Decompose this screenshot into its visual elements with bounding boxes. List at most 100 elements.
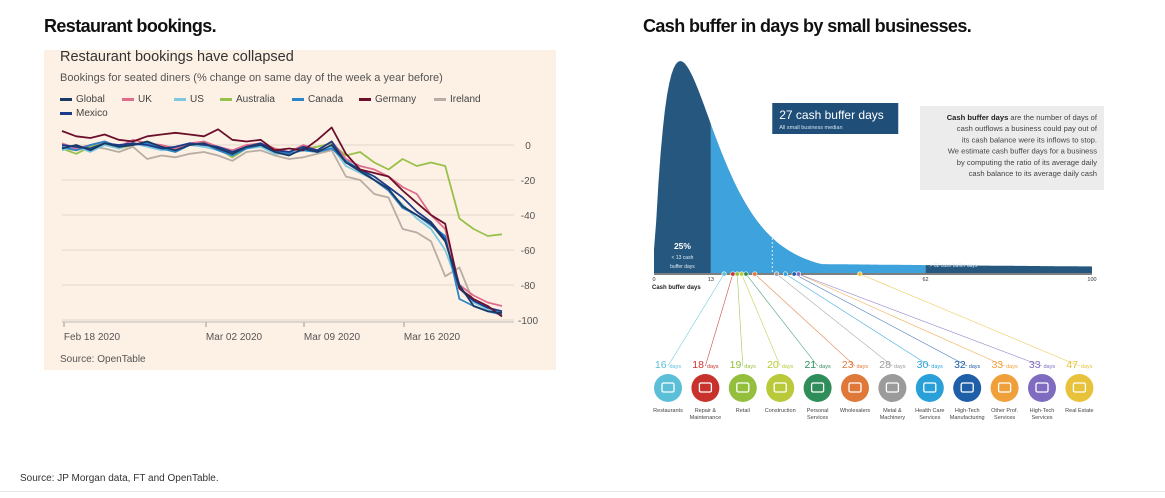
median-callout bbox=[772, 103, 899, 134]
industry-name-real-estate: Real Estate bbox=[1065, 408, 1093, 414]
area-top-quartile bbox=[925, 265, 1092, 273]
legend-swatch bbox=[174, 97, 186, 101]
industry-name-high-tech-manufacturing: High-Tech bbox=[955, 408, 980, 414]
legend-swatch bbox=[434, 97, 446, 101]
days-label-other-prof-services: 33 days bbox=[991, 359, 1017, 371]
x-tick-label: 62 bbox=[922, 277, 928, 283]
area-bottom-quartile bbox=[654, 61, 711, 273]
legend-label: Mexico bbox=[76, 108, 108, 119]
legend-swatch bbox=[60, 97, 72, 101]
y-tick-label: -60 bbox=[521, 246, 536, 257]
median-sub: All small business median bbox=[779, 125, 842, 131]
connector-metal-machinery bbox=[776, 273, 893, 367]
legend-item-canada: Canada bbox=[292, 94, 343, 105]
series-line-australia bbox=[61, 140, 503, 237]
days-label-metal-machinery: 28 days bbox=[879, 359, 905, 371]
footer-divider bbox=[0, 491, 1165, 492]
x-tick-label: Mar 02 2020 bbox=[206, 332, 263, 343]
days-label-high-tech-manufacturing: 32 days bbox=[954, 359, 980, 371]
marker-retail bbox=[734, 271, 740, 277]
right-quartile-pct: 25% bbox=[930, 250, 947, 260]
connector-other-prof-services bbox=[798, 273, 1005, 367]
industry-name-metal-machinery: Metal & bbox=[883, 408, 902, 414]
industry-name-line2: Manufacturing bbox=[950, 415, 985, 421]
marker-restaurants bbox=[721, 271, 727, 277]
icon-metal-machinery bbox=[878, 374, 907, 402]
icon-wholesalers bbox=[841, 374, 869, 402]
x-tick-label: Mar 16 2020 bbox=[404, 332, 461, 343]
legend-item-us: US bbox=[174, 94, 204, 105]
right-quartile-note: > 62 cash buffer days bbox=[930, 263, 978, 269]
right-heading: Cash buffer in days by small businesses. bbox=[643, 16, 972, 36]
icon-restaurants bbox=[654, 374, 682, 402]
y-tick-label: -20 bbox=[521, 176, 536, 187]
legend-item-germany: Germany bbox=[359, 94, 416, 105]
connector-high-tech-services bbox=[798, 273, 1043, 367]
legend-swatch bbox=[292, 97, 304, 101]
days-label-high-tech-services: 33 days bbox=[1029, 359, 1055, 371]
industry-name-repair-maintenance: Repair & bbox=[695, 408, 717, 414]
icon-glyph bbox=[810, 382, 825, 393]
x-tick-label: Mar 09 2020 bbox=[304, 332, 361, 343]
marker-high-tech-manufacturing bbox=[791, 271, 797, 277]
icon-glyph bbox=[997, 382, 1012, 393]
legend-label: Ireland bbox=[450, 94, 481, 105]
area-middle bbox=[710, 124, 926, 273]
legend-label: Global bbox=[76, 94, 105, 105]
icon-high-tech-services bbox=[1028, 374, 1056, 402]
restaurant-bookings-chart: Restaurant bookings have collapsed Booki… bbox=[44, 49, 556, 370]
icon-other-prof-services bbox=[990, 374, 1019, 402]
legend-swatch bbox=[359, 97, 371, 101]
x-tick-label: 13 bbox=[708, 277, 714, 283]
industry-name-personal-services: Personal bbox=[807, 408, 829, 414]
icon-glyph bbox=[661, 382, 675, 393]
description-line: Cash buffer days are the number of days … bbox=[947, 113, 1098, 122]
connector-real-estate bbox=[859, 273, 1080, 367]
icon-glyph bbox=[848, 382, 862, 393]
legend-item-ireland: Ireland bbox=[434, 94, 481, 105]
marker-health-care-services bbox=[782, 271, 788, 277]
marker-high-tech-services bbox=[796, 271, 802, 277]
description-line: cash outflows a business could pay out o… bbox=[957, 124, 1098, 133]
icon-glyph bbox=[736, 382, 750, 393]
industry-name-high-tech-services: High-Tech bbox=[1030, 408, 1055, 414]
days-label-retail: 19 days bbox=[730, 359, 756, 371]
legend-label: US bbox=[190, 94, 204, 105]
connector-high-tech-manufacturing bbox=[794, 273, 968, 367]
days-label-construction: 20 days bbox=[767, 359, 793, 371]
icon-glyph bbox=[1072, 382, 1087, 393]
industry-name-other-prof-services: Other Prof. bbox=[991, 408, 1018, 414]
line-plot: 0 -20 -40 -60 -80 -100 Feb 18 2020 Mar 02 2020 M… bbox=[61, 126, 538, 343]
legend-item-mexico: Mexico bbox=[60, 108, 108, 119]
marker-wholesalers bbox=[752, 271, 758, 277]
icon-glyph bbox=[773, 382, 787, 393]
icon-health-care-services bbox=[915, 374, 944, 402]
connector-personal-services bbox=[745, 273, 818, 367]
icon-real-estate bbox=[1065, 374, 1094, 402]
icon-repair-maintenance bbox=[691, 374, 720, 402]
chart-source: Source: OpenTable bbox=[60, 354, 146, 365]
icon-glyph bbox=[1035, 382, 1049, 393]
industry-name-line2: Machinery bbox=[880, 415, 906, 421]
icon-personal-services bbox=[803, 374, 832, 402]
y-tick-label: -80 bbox=[521, 281, 536, 292]
marker-real-estate bbox=[857, 271, 863, 277]
industry-name-line2: Services bbox=[807, 415, 828, 421]
days-label-health-care-services: 30 days bbox=[917, 359, 943, 371]
y-tick-label: -100 bbox=[518, 316, 538, 327]
connector-repair-maintenance bbox=[705, 273, 734, 367]
series-line-uk bbox=[61, 138, 503, 307]
icon-glyph bbox=[923, 382, 937, 393]
legend-label: Germany bbox=[375, 94, 417, 105]
description-box bbox=[920, 106, 1104, 190]
description-line: by computing the ratio of its average da… bbox=[957, 158, 1097, 167]
connector-retail bbox=[736, 273, 744, 367]
connector-restaurants bbox=[667, 273, 725, 367]
connector-wholesalers bbox=[754, 273, 856, 367]
days-label-repair-maintenance: 18 days bbox=[692, 359, 718, 371]
left-quartile-pct: 25% bbox=[674, 241, 691, 251]
x-tick-label: 0 bbox=[652, 277, 655, 283]
industry-name-health-care-services: Health Care bbox=[915, 408, 944, 414]
legend-swatch bbox=[122, 97, 134, 101]
legend-item-global: Global bbox=[60, 94, 105, 105]
